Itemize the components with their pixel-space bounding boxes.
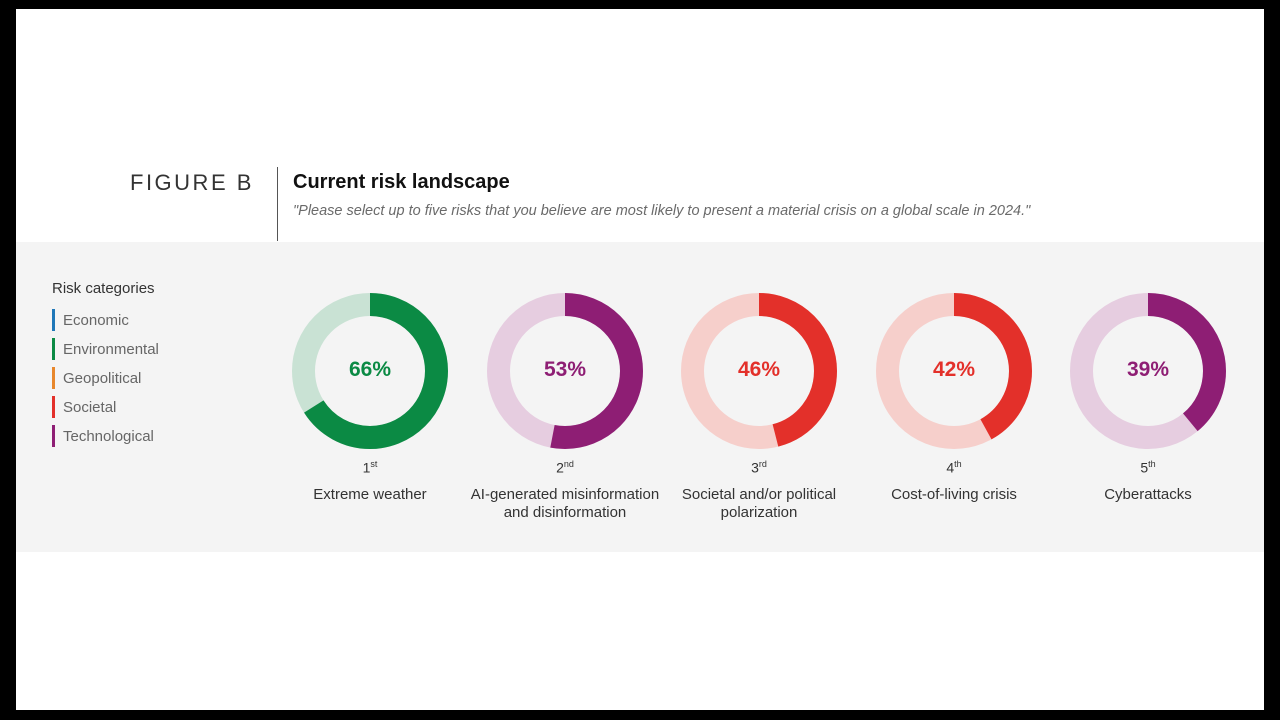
donut-3-ring	[681, 293, 837, 449]
donut-3-rank-suffix: rd	[758, 459, 767, 469]
legend-swatch-societal	[52, 396, 55, 418]
donut-3-value-label: 46%	[737, 358, 781, 381]
donut-5-value-arc	[1070, 293, 1226, 449]
legend-swatch-technological	[52, 425, 55, 447]
donut-2-rank-number: 2	[556, 459, 564, 476]
donut-1-rank-number: 1	[362, 459, 371, 476]
donut-2-value-arc	[487, 293, 643, 449]
legend-label-economic: Economic	[63, 311, 129, 329]
donut-2: 53% 2nd AI-generated misinformation and di…	[465, 242, 665, 552]
donut-4: 42% 4th Cost-of-living crisis	[854, 242, 1054, 552]
donut-5-value-label: 39%	[1126, 358, 1170, 381]
donut-1-rank-suffix: st	[370, 459, 378, 469]
legend-swatch-economic	[52, 309, 55, 331]
donut-2-value-label: 53%	[543, 358, 587, 381]
donut-5-rank-suffix: th	[1148, 459, 1156, 469]
donut-3-rank: 3rd	[659, 459, 859, 476]
donut-5-rank-number: 5	[1140, 459, 1149, 476]
legend-item-technological: Technological	[52, 425, 154, 447]
legend-swatch-environmental	[52, 338, 55, 360]
donut-4-rank: 4th	[854, 459, 1054, 476]
legend-swatch-geopolitical	[52, 367, 55, 389]
legend-item-geopolitical: Geopolitical	[52, 367, 141, 389]
donut-4-value-label: 42%	[932, 358, 976, 381]
donut-1-risk-name: Extreme weather	[313, 486, 427, 503]
donut-4-risk-name: Cost-of-living crisis	[891, 486, 1017, 503]
donut-1-value-label: 66%	[348, 358, 392, 381]
legend-item-environmental: Environmental	[52, 338, 159, 360]
chart-subtitle: "Please select up to five risks that you…	[293, 203, 1031, 219]
legend-item-societal: Societal	[52, 396, 116, 418]
donut-3-risk-name: Societal and/or political polarization	[681, 486, 837, 521]
donut-5-risk-name: Cyberattacks	[1104, 486, 1192, 503]
donut-5-ring	[1070, 293, 1226, 449]
donut-4-value-arc	[876, 293, 1032, 449]
donut-2-risk-name: AI-generated misinformation and disinfor…	[470, 486, 660, 521]
donut-2-ring	[487, 293, 643, 449]
donut-5-rank: 5th	[1048, 459, 1248, 476]
donut-3-rank-number: 3	[751, 459, 759, 476]
legend-label-environmental: Environmental	[63, 340, 159, 358]
donut-1: 66% 1st Extreme weather	[270, 242, 470, 552]
chart-panel: Risk categories Economic Environmental G…	[16, 242, 1264, 552]
figure-label: FIGURE B	[130, 170, 254, 195]
donut-4-rank-suffix: th	[954, 459, 962, 469]
legend-label-geopolitical: Geopolitical	[63, 369, 142, 387]
donut-2-rank-suffix: nd	[563, 459, 574, 469]
donut-chart-row: 66% 1st Extreme weather 53% 2nd AI-generated …	[16, 242, 1264, 552]
chart-title: Current risk landscape	[293, 171, 510, 193]
legend-title: Risk categories	[52, 280, 155, 297]
legend-label-technological: Technological	[63, 427, 154, 445]
donut-2-rank: 2nd	[465, 459, 665, 476]
figure-slide: FIGURE B Current risk landscape "Please …	[16, 9, 1264, 710]
header-divider	[277, 167, 278, 241]
donut-5: 39% 5th Cyberattacks	[1048, 242, 1248, 552]
donut-1-ring	[292, 293, 448, 449]
donut-3: 46% 3rd Societal and/or political polariza…	[659, 242, 859, 552]
legend-label-societal: Societal	[63, 398, 117, 416]
donut-3-value-arc	[681, 293, 837, 449]
donut-1-value-arc	[292, 293, 448, 449]
donut-4-rank-number: 4	[946, 459, 955, 476]
donut-4-ring	[876, 293, 1032, 449]
legend-item-economic: Economic	[52, 309, 129, 331]
donut-1-rank: 1st	[270, 459, 470, 476]
